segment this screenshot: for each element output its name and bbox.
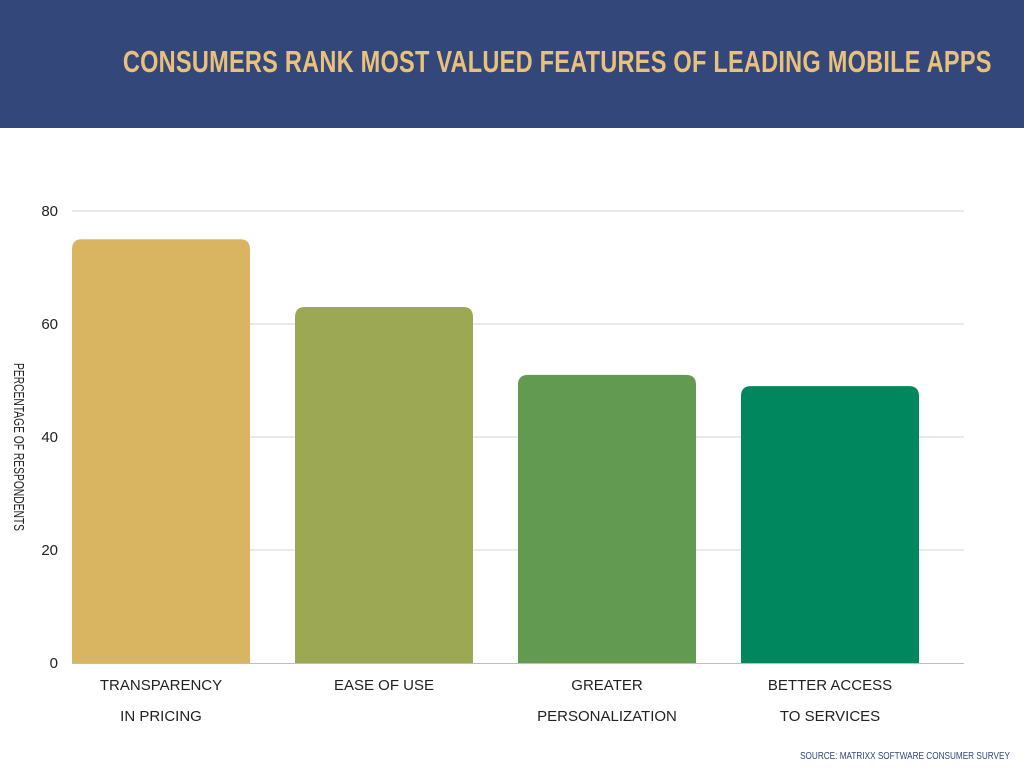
source-note: SOURCE: MATRIXX SOFTWARE CONSUMER SURVEY: [800, 751, 1010, 762]
x-tick-label: EASE OF USE: [334, 677, 434, 694]
y-tick-label: 0: [50, 655, 58, 672]
chart-title: CONSUMERS RANK MOST VALUED FEATURES OF L…: [122, 44, 992, 79]
x-tick-label: GREATER: [571, 677, 643, 694]
y-tick-label: 80: [41, 203, 58, 220]
y-axis-label: PERCENTAGE OF RESPONDENTS: [10, 363, 27, 531]
y-tick-label: 60: [41, 316, 58, 333]
x-tick-label: TRANSPARENCY: [100, 677, 222, 694]
header-banner: CONSUMERS RANK MOST VALUED FEATURES OF L…: [0, 0, 1024, 128]
x-tick-label: IN PRICING: [120, 708, 202, 725]
x-tick-label: PERSONALIZATION: [537, 708, 677, 725]
bar: [295, 307, 473, 663]
bar: [741, 386, 919, 663]
bar: [518, 374, 696, 663]
y-tick-label: 20: [41, 542, 58, 559]
y-axis-label-container: PERCENTAGE OF RESPONDENTS: [10, 363, 27, 531]
x-tick-label: BETTER ACCESS: [768, 677, 892, 694]
y-tick-label: 40: [41, 429, 58, 446]
x-tick-label: TO SERVICES: [780, 708, 880, 725]
bar: [72, 239, 250, 663]
